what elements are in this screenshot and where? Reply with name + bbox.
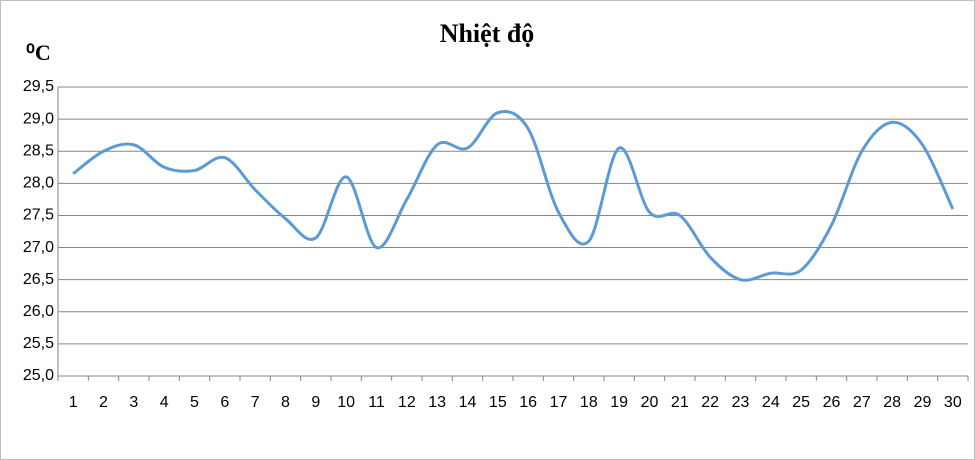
chart-title: Nhiệt độ xyxy=(440,19,535,48)
x-tick-label: 8 xyxy=(281,394,290,411)
x-tick-label: 26 xyxy=(823,394,841,411)
x-tick-label: 2 xyxy=(99,394,108,411)
x-tick-label: 30 xyxy=(944,394,962,411)
y-tick-label: 26,5 xyxy=(23,271,54,288)
x-tick-label: 13 xyxy=(428,394,446,411)
y-tick-label: 27,5 xyxy=(23,207,54,224)
y-tick-label: 28,5 xyxy=(23,142,54,159)
x-tick-label: 17 xyxy=(550,394,568,411)
x-tick-label: 25 xyxy=(792,394,810,411)
series-line xyxy=(72,110,955,282)
x-tick-label: 14 xyxy=(459,394,477,411)
x-tick-label: 3 xyxy=(129,394,138,411)
x-tick-label: 19 xyxy=(610,394,628,411)
x-tick-label: 9 xyxy=(311,394,320,411)
x-tick-label: 6 xyxy=(220,394,229,411)
y-tick-label: 27,0 xyxy=(23,239,54,256)
y-tick-label: 25,5 xyxy=(23,335,54,352)
x-tick-label: 12 xyxy=(398,394,416,411)
x-tick-label: 1 xyxy=(69,394,78,411)
x-tick-label: 28 xyxy=(883,394,901,411)
y-tick-label: 29,5 xyxy=(23,78,54,95)
x-tick-label: 22 xyxy=(701,394,719,411)
x-tick-label: 23 xyxy=(732,394,750,411)
x-tick-label: 5 xyxy=(190,394,199,411)
x-tick-label: 21 xyxy=(671,394,689,411)
x-tick-label: 20 xyxy=(641,394,659,411)
x-tick-label: 16 xyxy=(519,394,537,411)
y-tick-label: 26,0 xyxy=(23,303,54,320)
x-tick-label: 29 xyxy=(914,394,932,411)
y-tick-label: 25,0 xyxy=(23,367,54,384)
x-tick-label: 18 xyxy=(580,394,598,411)
y-tick-label: 28,0 xyxy=(23,175,54,192)
x-tick-label: 27 xyxy=(853,394,871,411)
y-axis-label: ⁰C xyxy=(26,40,51,65)
x-tick-label: 7 xyxy=(251,394,260,411)
x-tick-label: 24 xyxy=(762,394,780,411)
x-tick-label: 15 xyxy=(489,394,507,411)
x-tick-label: 4 xyxy=(160,394,169,411)
x-tick-label: 11 xyxy=(368,394,385,411)
x-tick-label: 10 xyxy=(337,394,355,411)
y-tick-label: 29,0 xyxy=(23,110,54,127)
